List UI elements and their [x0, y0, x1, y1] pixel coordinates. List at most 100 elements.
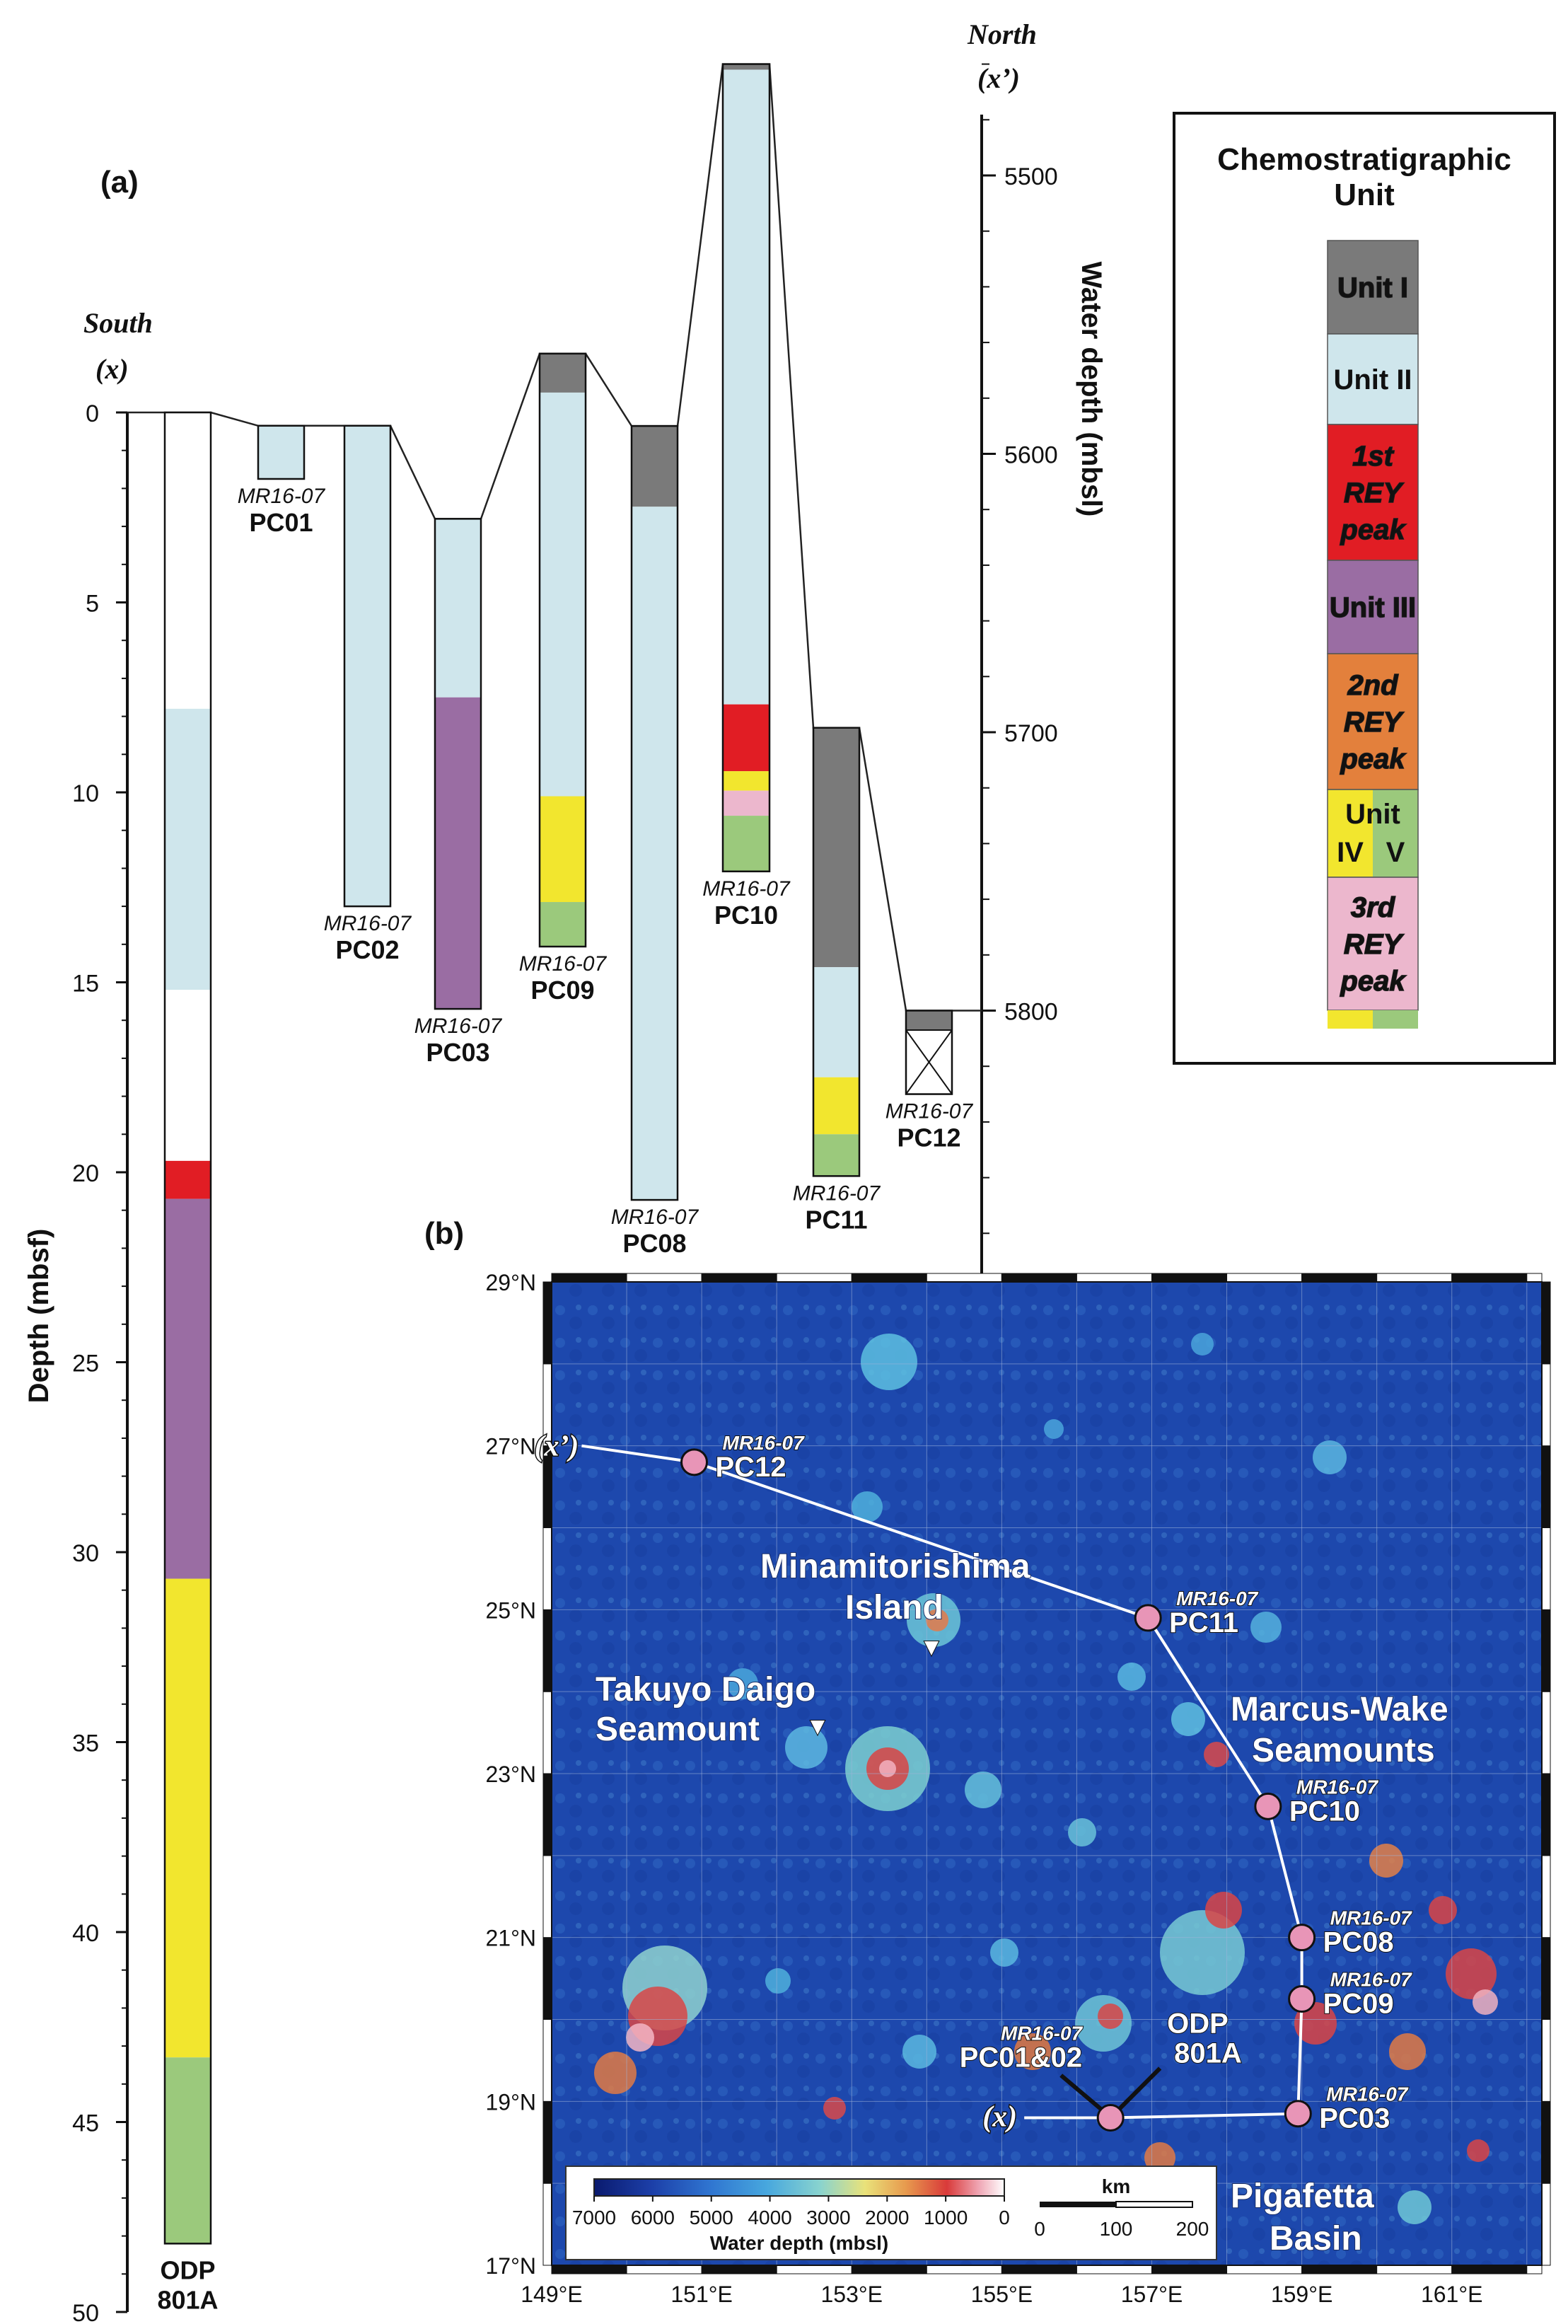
frame-segment	[542, 1855, 552, 1938]
seamount-blob	[852, 1491, 883, 1522]
frame-segment	[542, 1281, 552, 1365]
core-name: PC12	[897, 1123, 960, 1152]
frame-segment	[851, 2265, 927, 2274]
legend-item-iv_v: Unit IV V	[1327, 789, 1419, 878]
unit-v-interval	[165, 2057, 211, 2244]
lon-tick-label: 151°E	[670, 2282, 733, 2307]
site-cruise-label: MR16-07	[1296, 1776, 1379, 1798]
water-tick-label: 5700	[1004, 720, 1058, 747]
takuyo-label-2: Seamount	[596, 1711, 760, 1748]
unit-v-interval	[813, 1134, 859, 1177]
core-name: PC03	[426, 1038, 489, 1067]
depth-tick-label: 40	[72, 1920, 99, 1947]
legend-swatch	[1328, 877, 1418, 1010]
seamount-blob	[1398, 2190, 1431, 2224]
lon-tick-label: 153°E	[820, 2282, 883, 2307]
legend-item-iii: Unit III	[1327, 560, 1419, 654]
core-cruise-label: MR16-07	[611, 1206, 699, 1229]
legend-label: Unit	[1345, 799, 1400, 830]
seamount-blob	[1160, 1910, 1245, 1995]
south-symbol: (x)	[95, 353, 129, 385]
lon-tick-label: 155°E	[971, 2282, 1033, 2307]
lat-tick-label: 27°N	[486, 1434, 537, 1459]
core-outline	[163, 411, 212, 2245]
legend-label: peak	[1340, 744, 1406, 775]
lat-tick-label: 29°N	[486, 1270, 537, 1295]
depth-tick-label: 50	[72, 2300, 99, 2324]
core-outline	[721, 63, 771, 873]
seamount-blob	[594, 2052, 637, 2094]
legend-swatch	[1328, 424, 1418, 560]
core-cruise-label: MR16-07	[238, 485, 326, 508]
colorbar-tick-label: 7000	[572, 2207, 616, 2228]
core-cruise-label: MR16-07	[793, 1181, 881, 1205]
pc0102-pointer	[1059, 2074, 1108, 2115]
legend-item-rey2: 2nd REY peak	[1327, 653, 1419, 790]
seamount-blob	[1205, 1892, 1242, 1929]
colorbar-tick-label: 3000	[806, 2207, 850, 2228]
site-marker	[1284, 2100, 1312, 2128]
north-symbol: (x’)	[977, 62, 1020, 94]
seamount-blob	[1191, 1333, 1214, 1355]
unit-rey1-interval	[723, 704, 770, 772]
map-border	[551, 1281, 1543, 2266]
lat-tick-label: 19°N	[486, 2089, 537, 2115]
map: 29°N 27°N 25°N 23°N 21°N 19°N 17°N 149°E 151°E 15…	[486, 1270, 1551, 2307]
unit-i-interval	[723, 64, 770, 70]
minamitorishima-label-1: Minamitorishima	[760, 1548, 1030, 1585]
seamount-blob	[785, 1726, 827, 1769]
unit-iv-interval	[813, 1077, 859, 1135]
frame-segment	[1541, 1773, 1551, 1856]
frame-segment	[551, 2265, 627, 2274]
seamount-blob	[879, 1760, 896, 1777]
takuyo-label-1: Takuyo Daigo	[596, 1671, 815, 1709]
site-marker	[680, 1448, 709, 1476]
depth-tick-label: 0	[86, 400, 99, 427]
legend-swatch	[1328, 334, 1418, 424]
legend-swatch	[1328, 654, 1418, 790]
depth-tick-label: 5	[86, 591, 99, 618]
core-name-line1: ODP	[160, 2255, 215, 2284]
unit-v-interval	[540, 902, 586, 947]
depth-tick-label: 30	[72, 1540, 99, 1567]
legend-item-i: Unit I	[1327, 240, 1419, 335]
core-name: PC11	[805, 1205, 867, 1234]
frame-segment	[542, 1773, 552, 1856]
frame-segment	[1541, 1445, 1551, 1528]
lon-tick-label: 161°E	[1421, 2282, 1483, 2307]
frame-segment	[776, 1273, 852, 1283]
core-cruise-label: MR16-07	[702, 877, 791, 901]
scalebar-tick-label: 0	[1034, 2218, 1045, 2240]
colorbar-tick-label: 0	[999, 2207, 1010, 2228]
seamount-blob	[965, 1771, 1001, 1808]
core-cruise-label: MR16-07	[324, 912, 412, 935]
frame-segment	[851, 1273, 927, 1283]
seamount-blob	[1014, 2033, 1051, 2070]
site-name-label: PC10	[1289, 1796, 1360, 1827]
legend-label: Unit II	[1333, 364, 1412, 395]
frame-segment	[1076, 2265, 1152, 2274]
core-columns: ODP801AMR16-07PC01MR16-07PC02MR16-07PC03…	[157, 63, 974, 2314]
site-cruise-label: MR16-07	[1001, 2023, 1084, 2045]
unit-ii-interval	[723, 69, 770, 705]
core-cruise-label: MR16-07	[519, 952, 608, 976]
x-prime-label: (x’)	[534, 1430, 579, 1463]
core-name: PC10	[714, 901, 778, 930]
legend-label: 3rd	[1351, 892, 1396, 923]
map-feature-labels: Minamitorishima Island Takuyo Daigo Seam…	[595, 1547, 1449, 2258]
odp-pointer	[1113, 2066, 1162, 2115]
frame-segment	[1541, 1855, 1551, 1938]
unit-ii-interval	[258, 425, 304, 479]
depth-axis: 0 5 10 15 20 25 30 35 40 45 50	[72, 400, 129, 2324]
frame-segment	[1226, 2265, 1303, 2274]
minamitorishima-marker	[923, 1641, 940, 1658]
unit-i-interval	[813, 727, 859, 968]
south-label: South	[83, 307, 153, 339]
